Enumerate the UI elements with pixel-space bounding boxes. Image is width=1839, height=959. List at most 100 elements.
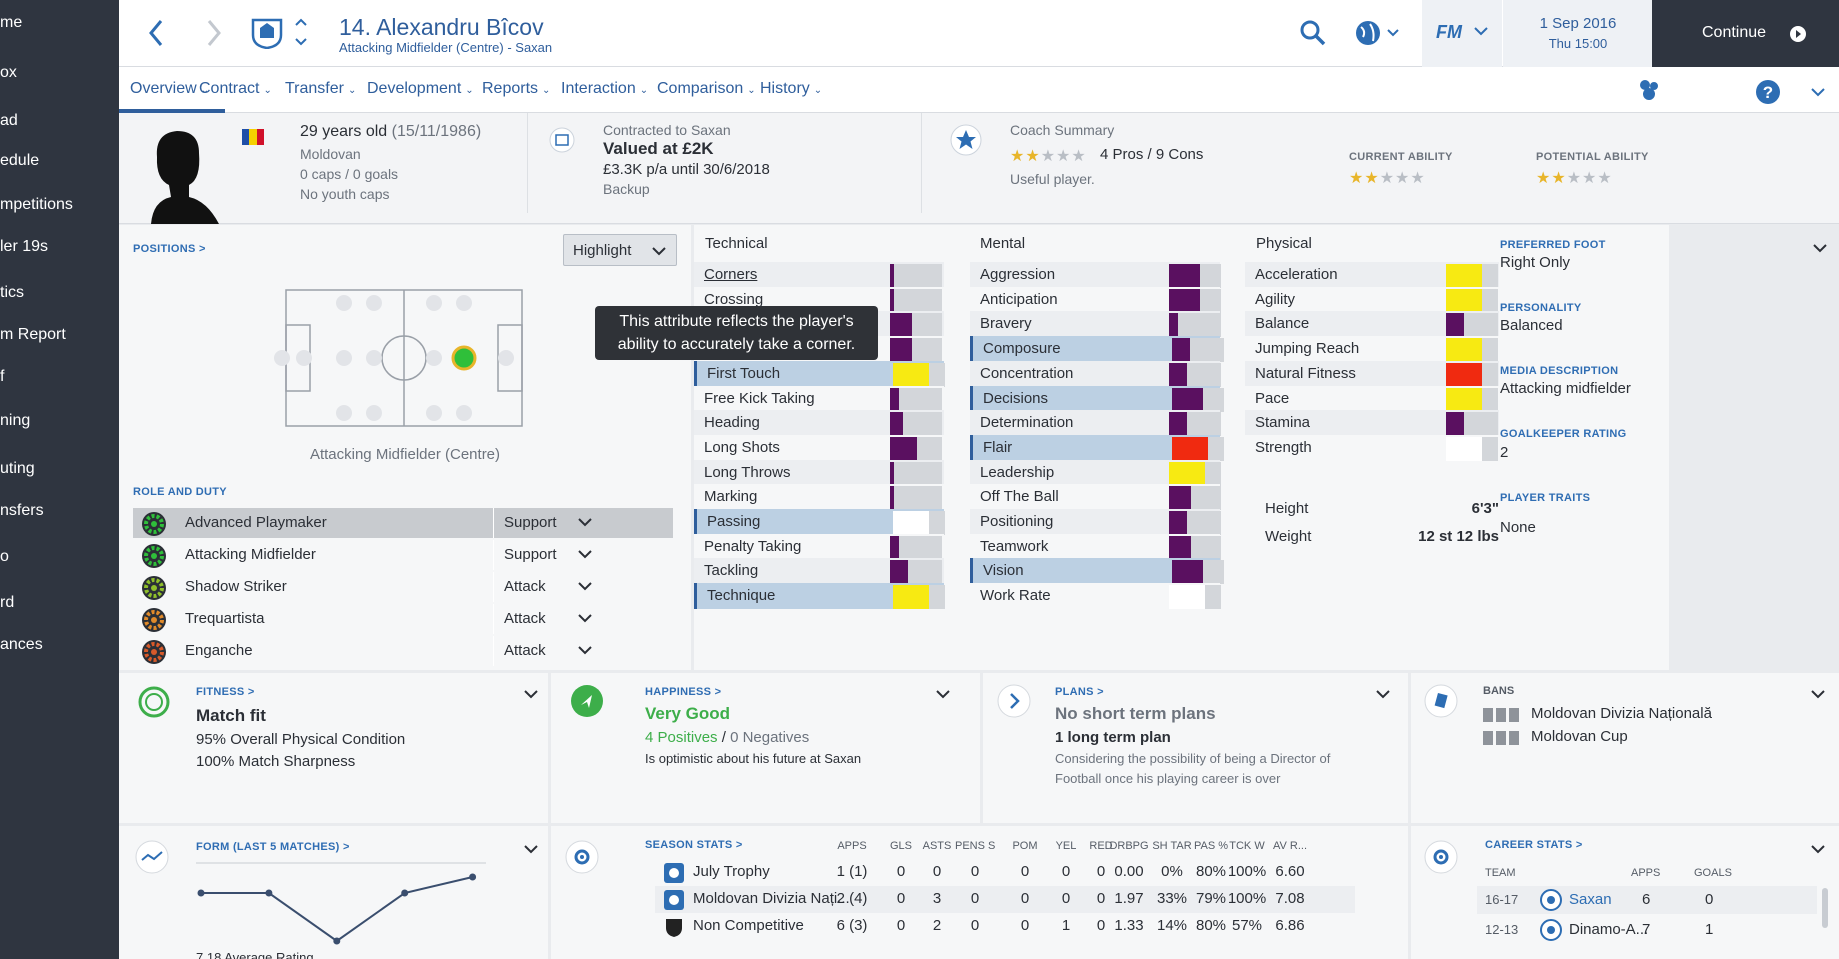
duty-dropdown[interactable]: Attack [493,636,597,666]
career-team[interactable]: Saxan [1569,891,1612,908]
sidebar-item[interactable]: f [0,368,119,390]
fm-menu-button[interactable]: FM [1422,0,1502,67]
tab-development[interactable]: Development ⌄ [367,80,474,98]
table-row[interactable]: 16-17 Saxan 6 0 [1477,886,1817,914]
attribute-row[interactable]: Corners [694,262,944,288]
attribute-row[interactable]: Aggression [970,262,1221,288]
tab-comparison[interactable]: Comparison ⌄ [657,80,756,98]
attribute-row[interactable]: Natural Fitness [1245,360,1499,387]
forward-arrow-icon[interactable] [205,18,223,53]
attribute-row[interactable]: Determination [970,410,1221,437]
duty-dropdown[interactable]: Support [493,508,597,538]
attribute-row[interactable]: Balance [1245,311,1499,338]
attribute-row[interactable]: Technique [694,583,945,610]
form-point[interactable] [401,889,409,897]
search-icon[interactable] [1300,20,1326,51]
tab-reports[interactable]: Reports ⌄ [482,80,550,98]
career-stats-title[interactable]: CAREER STATS > [1485,839,1583,851]
plans-title[interactable]: PLANS > [1055,686,1104,698]
duty-dropdown[interactable]: Attack [493,604,597,634]
attribute-row[interactable]: Concentration [970,360,1221,387]
attribute-row[interactable]: Penalty Taking [694,533,944,560]
attribute-row[interactable]: Heading [694,410,944,437]
back-arrow-icon[interactable] [147,18,165,53]
role-row[interactable]: Advanced Playmaker Support [133,508,673,538]
profile-collapse-icon[interactable] [1813,241,1827,259]
form-point[interactable] [197,889,205,897]
table-row[interactable]: July Trophy 1 (1) 0 0 0 0 0 0 0.00 0% 80% 100% 6.60 [655,859,1355,886]
role-row[interactable]: Attacking Midfielder Support [133,540,673,570]
form-point[interactable] [333,937,341,945]
positions-title[interactable]: POSITIONS > [133,243,206,255]
attribute-row[interactable]: Strength [1245,434,1499,461]
highlight-dropdown[interactable]: Highlight [563,234,677,266]
role-row[interactable]: Shadow Striker Attack [133,572,673,602]
sidebar-item[interactable]: tics [0,284,119,306]
attribute-row[interactable]: Passing [694,509,945,535]
form-expand-icon[interactable] [524,842,538,860]
career-scrollbar[interactable] [1822,888,1828,928]
sidebar-item[interactable]: nsfers [0,502,119,524]
globe-icon[interactable] [1355,19,1401,52]
attribute-row[interactable]: Positioning [970,509,1221,535]
attribute-row[interactable]: Free Kick Taking [694,385,944,412]
continue-button[interactable]: Continue [1652,0,1839,67]
sidebar-item[interactable]: me [0,14,119,36]
squad-icon[interactable] [1636,78,1662,107]
attribute-row[interactable]: Composure [970,336,1224,363]
attribute-row[interactable]: Marking [694,484,944,511]
attribute-row[interactable]: Decisions [970,385,1224,412]
sidebar-item[interactable]: ad [0,112,119,134]
attribute-row[interactable]: Agility [1245,286,1499,313]
happiness-title[interactable]: HAPPINESS > [645,686,722,698]
sidebar-item[interactable]: edule [0,152,119,174]
table-row[interactable]: Non Competitive 6 (3) 0 2 0 0 1 0 1.33 14% 80% 57% 6… [655,913,1355,940]
season-stats-title[interactable]: SEASON STATS > [645,839,743,851]
attribute-row[interactable]: Teamwork [970,533,1221,560]
attribute-row[interactable]: Off The Ball [970,484,1221,511]
sidebar-item[interactable]: uting [0,460,119,482]
role-row[interactable]: Enganche Attack [133,636,673,666]
attribute-row[interactable]: Pace [1245,385,1499,412]
career-expand-icon[interactable] [1811,842,1825,860]
sidebar-item[interactable]: ning [0,412,119,434]
fitness-expand-icon[interactable] [524,687,538,705]
attribute-row[interactable]: Work Rate [970,583,1221,610]
attribute-row[interactable]: Long Throws [694,459,944,486]
attribute-row[interactable]: Anticipation [970,286,1221,313]
attribute-row[interactable]: Jumping Reach [1245,336,1499,363]
form-point[interactable] [265,889,273,897]
help-icon[interactable]: ? [1755,79,1781,110]
happiness-expand-icon[interactable] [936,687,950,705]
sidebar-item[interactable]: ox [0,64,119,86]
sidebar-item[interactable]: o [0,548,119,570]
career-team[interactable]: Dinamo-A... [1569,921,1649,938]
plans-expand-icon[interactable] [1376,687,1390,705]
sidebar-item[interactable]: m Report [0,326,119,348]
sidebar-item[interactable]: mpetitions [0,196,119,218]
duty-dropdown[interactable]: Support [493,540,597,570]
role-row[interactable]: Trequartista Attack [133,604,673,634]
bans-expand-icon[interactable] [1811,687,1825,705]
tab-interaction[interactable]: Interaction ⌄ [561,80,648,98]
sidebar-item[interactable]: rd [0,594,119,616]
attribute-row[interactable]: Long Shots [694,434,944,461]
sidebar-item[interactable]: ances [0,636,119,658]
form-point[interactable] [469,873,477,881]
attribute-row[interactable]: Tackling [694,558,944,585]
club-badge-icon[interactable] [250,15,284,54]
sidebar-item[interactable]: ler 19s [0,238,119,260]
attribute-row[interactable]: First Touch [694,360,945,387]
form-title[interactable]: FORM (LAST 5 MATCHES) > [196,841,350,853]
player-role-club[interactable]: Attacking Midfielder (Centre) - Saxan [339,40,553,55]
attribute-row[interactable]: Bravery [970,311,1221,338]
duty-dropdown[interactable]: Attack [493,572,597,602]
tab-contract[interactable]: Contract ⌄ [199,80,272,98]
player-switch-icon[interactable] [293,15,309,54]
tab-history[interactable]: History ⌄ [760,80,822,98]
attribute-row[interactable]: Leadership [970,459,1221,486]
table-row[interactable]: Moldovan Divizia Nați... 2 (4) 0 3 0 0 0 0 1.97 3… [655,886,1355,913]
fitness-title[interactable]: FITNESS > [196,686,255,698]
tab-transfer[interactable]: Transfer ⌄ [285,80,356,98]
more-chevron-icon[interactable] [1811,85,1825,103]
